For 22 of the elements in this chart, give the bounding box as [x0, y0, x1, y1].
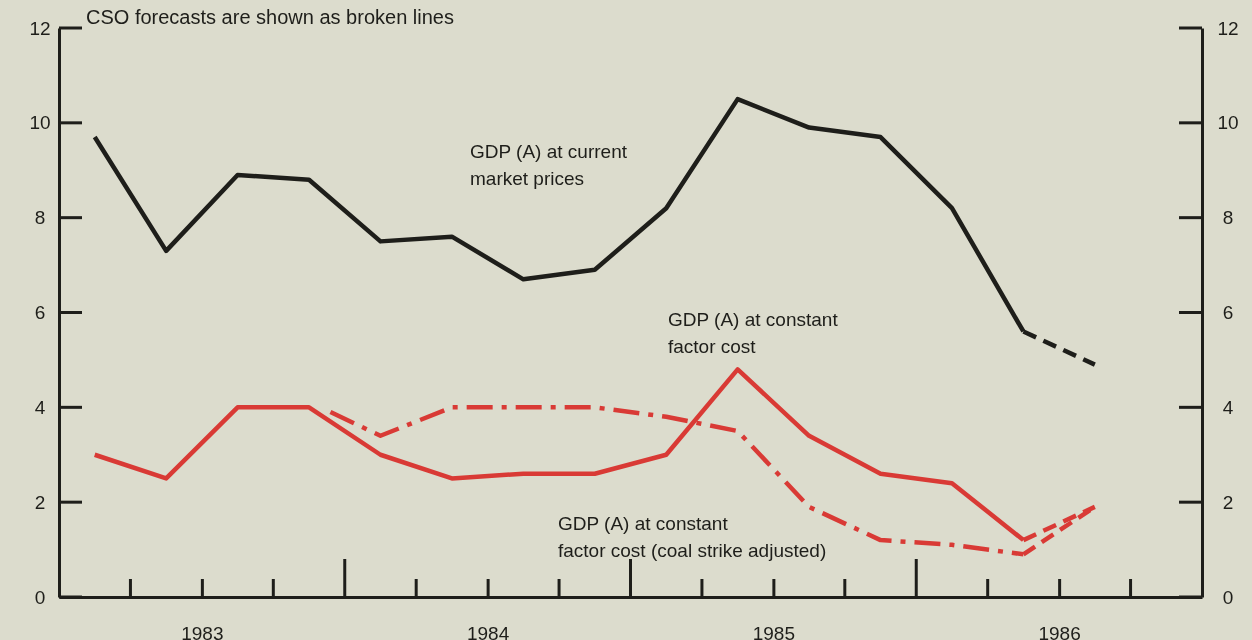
y-tick-label: 4	[34, 396, 46, 418]
y-tick-label: 0	[34, 586, 46, 608]
y-tick-label: 8	[34, 207, 46, 229]
text: CSO forecasts are shown as broken lines	[86, 6, 454, 28]
text: GDP (A) at current market prices	[470, 141, 628, 189]
x-tick-label: 1985	[752, 623, 796, 640]
y2-tick-label: 4	[1222, 396, 1234, 418]
x-tick-label: 1984	[466, 623, 510, 640]
text: GDP (A) at constant factor cost	[668, 309, 839, 357]
y2-tick-label: 6	[1222, 302, 1234, 324]
y2-tick-label: 10	[1217, 112, 1239, 134]
y2-tick-label: 12	[1217, 17, 1239, 39]
y2-tick-label: 2	[1222, 491, 1234, 513]
x-tick-label: 1983	[181, 623, 224, 640]
y-tick-label: 2	[34, 491, 46, 513]
y2-tick-label: 8	[1222, 207, 1234, 229]
y2-tick-label: 0	[1222, 586, 1234, 608]
y-tick-label: 10	[29, 112, 51, 134]
y-tick-label: 12	[29, 17, 51, 39]
series-label: GDP (A) at constant factor cost (coal strike adjusted)	[558, 513, 827, 561]
x-tick-label: 1986	[1038, 623, 1081, 640]
y-tick-label: 6	[34, 302, 46, 324]
